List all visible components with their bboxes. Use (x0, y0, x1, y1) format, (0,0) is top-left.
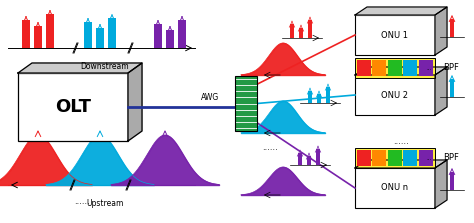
Bar (298, 153, 302, 165)
Bar (388, 60, 402, 76)
Bar (419, 60, 433, 76)
Bar (34, 26, 42, 48)
Bar (357, 150, 371, 166)
Text: Upstream: Upstream (86, 199, 124, 208)
Text: ...: ... (427, 66, 432, 70)
Text: Downstream: Downstream (81, 62, 129, 71)
Polygon shape (435, 7, 447, 55)
Bar (355, 75, 435, 115)
Bar (403, 150, 418, 166)
Polygon shape (128, 63, 142, 141)
Bar (403, 60, 418, 76)
Polygon shape (18, 63, 142, 73)
Bar (108, 18, 116, 48)
Bar (373, 60, 386, 76)
Bar (316, 149, 320, 165)
Text: ......: ...... (74, 197, 90, 206)
Bar (307, 156, 311, 165)
Bar (22, 20, 30, 48)
Bar (290, 24, 294, 38)
Polygon shape (435, 67, 447, 115)
Bar (373, 150, 386, 166)
Bar (450, 19, 454, 37)
Text: ......: ...... (393, 136, 409, 145)
Bar (84, 22, 92, 48)
Text: BPF: BPF (443, 64, 459, 72)
Text: ONU 2: ONU 2 (382, 91, 409, 99)
Bar (96, 28, 104, 48)
Bar (317, 94, 321, 103)
Bar (166, 30, 174, 48)
Bar (388, 150, 402, 166)
Bar (308, 91, 312, 103)
Bar (178, 20, 186, 48)
Bar (235, 76, 257, 131)
Text: ONU 1: ONU 1 (382, 31, 409, 39)
Bar (450, 172, 454, 190)
Polygon shape (355, 67, 447, 75)
Bar (46, 14, 54, 48)
Bar (18, 73, 128, 141)
Polygon shape (435, 160, 447, 208)
Bar (355, 148, 435, 168)
Bar (355, 15, 435, 55)
Text: AWG: AWG (201, 93, 219, 102)
Text: ONU n: ONU n (382, 184, 409, 192)
Bar (357, 60, 371, 76)
Polygon shape (355, 160, 447, 168)
Text: BPF: BPF (443, 153, 459, 163)
Text: OLT: OLT (55, 98, 91, 116)
Text: ...: ... (427, 155, 432, 161)
Polygon shape (355, 7, 447, 15)
Bar (419, 150, 433, 166)
Bar (326, 87, 330, 103)
Bar (355, 168, 435, 208)
Bar (450, 79, 454, 97)
Bar (308, 20, 312, 38)
Bar (355, 58, 435, 78)
Bar (154, 24, 162, 48)
Text: ......: ...... (262, 143, 278, 153)
Bar (299, 28, 303, 38)
